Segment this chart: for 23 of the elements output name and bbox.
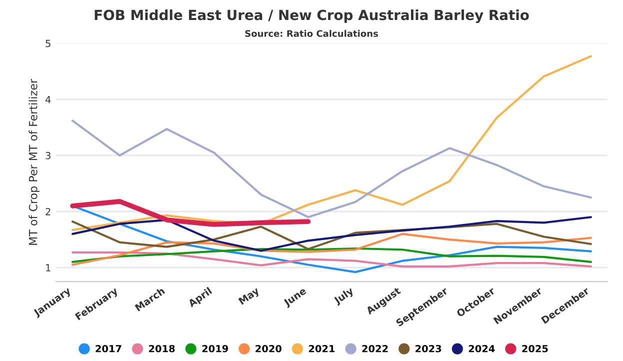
line-series [72,247,592,264]
line-series [72,251,592,268]
y-tick-label: 5 [46,40,50,48]
legend-label: 2019 [202,344,228,352]
legend-label: 2017 [96,344,122,352]
legend-label: 2025 [522,344,548,352]
legend-label: 2018 [149,344,175,352]
chart-title: FOB Middle East Urea / New Crop Australia Barley Ratio [94,9,529,24]
y-tick-label: 1 [46,264,50,272]
y-tick-label: 2 [46,208,50,216]
legend-label: 2023 [416,344,442,352]
y-axis-title: MT of Crop Per MT of Fertilizer [28,78,40,245]
legend-label: 2021 [308,344,335,352]
line-series [72,55,592,232]
line-series [72,232,592,266]
chart-subtitle: Source: Ratio Calculations [245,30,378,37]
line-series [72,120,592,218]
legend-label: 2022 [362,344,388,352]
y-tick-label: 4 [46,96,51,104]
y-tick-label: 3 [46,152,50,160]
legend-label: 2024 [468,344,495,352]
legend-label: 2020 [256,344,282,352]
line-series [70,198,311,227]
